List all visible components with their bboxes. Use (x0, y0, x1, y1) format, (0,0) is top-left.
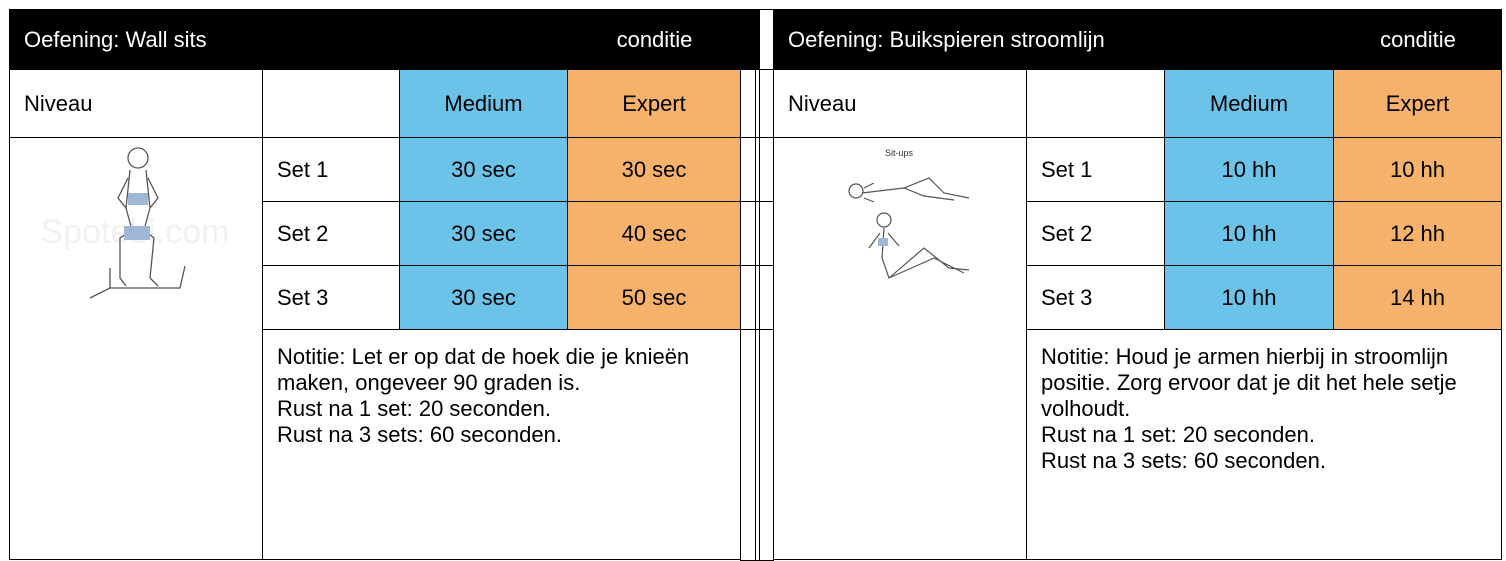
note-line: Rust na 3 sets: 60 seconden. (1041, 448, 1326, 473)
set-label: Set 3 (1026, 265, 1165, 330)
exercise-title: Oefening: Wall sits (10, 10, 568, 69)
expert-value: 50 sec (567, 265, 741, 330)
figure (127, 147, 149, 169)
header-row: Oefening: Wall sits conditie (9, 9, 760, 70)
image-label: Sit-ups (885, 148, 914, 158)
expert-value: 30 sec (567, 137, 741, 202)
illustration: Sit-ups (848, 148, 970, 280)
empty-cell (262, 69, 400, 138)
empty-cell (740, 69, 760, 138)
medium-value: 10 hh (1164, 265, 1334, 330)
expert-value: 14 hh (1333, 265, 1502, 330)
empty-cell (740, 137, 760, 202)
note-line: Rust na 3 sets: 60 seconden. (277, 422, 562, 447)
exercise-title: Oefening: Buikspieren stroomlijn (774, 10, 1334, 69)
set-label: Set 1 (1026, 137, 1165, 202)
note: Notitie: Let er op dat de hoek die je kn… (262, 329, 741, 560)
empty-cell (740, 329, 760, 561)
medium-value: 30 sec (399, 201, 568, 266)
level-medium: Medium (399, 69, 568, 138)
expert-value: 10 hh (1333, 137, 1502, 202)
medium-value: 30 sec (399, 137, 568, 202)
set-label: Set 3 (262, 265, 400, 330)
level-expert: Expert (567, 69, 741, 138)
medium-value: 10 hh (1164, 137, 1334, 202)
level-expert: Expert (1333, 69, 1502, 138)
empty-cell (1026, 69, 1165, 138)
figure (861, 177, 970, 203)
figure (876, 212, 892, 228)
figure (89, 169, 186, 299)
empty-cell (740, 265, 760, 330)
page: (() => { const data = JSON.parse(documen… (9, 9, 1502, 561)
medium-value: 30 sec (399, 265, 568, 330)
medium-value: 10 hh (1164, 201, 1334, 266)
set-label: Set 2 (1026, 201, 1165, 266)
figure (848, 183, 864, 199)
note-line: Notitie: Houd je armen hierbij in stroom… (1041, 344, 1457, 421)
expert-value: 40 sec (567, 201, 741, 266)
level-medium: Medium (1164, 69, 1334, 138)
set-label: Set 1 (262, 137, 400, 202)
note-line: Notitie: Let er op dat de hoek die je kn… (277, 344, 690, 395)
exercise-tag: conditie (1334, 10, 1501, 69)
figure-top (878, 238, 888, 246)
figure-top (128, 193, 148, 205)
exercise-tag: conditie (568, 10, 741, 69)
illustration: Spotebi.com (41, 147, 230, 299)
level-label: Niveau (9, 69, 263, 138)
level-label: Niveau (773, 69, 1027, 138)
note-line: Rust na 1 set: 20 seconden. (277, 396, 551, 421)
header-row: Oefening: Buikspieren stroomlijn conditie (773, 9, 1502, 70)
figure-shorts (124, 226, 150, 240)
expert-value: 12 hh (1333, 201, 1502, 266)
empty-cell (740, 201, 760, 266)
figure (868, 227, 970, 280)
note-line: Rust na 1 set: 20 seconden. (1041, 422, 1315, 447)
note: Notitie: Houd je armen hierbij in stroom… (1026, 329, 1502, 560)
exercise-image: Sit-ups (773, 137, 1027, 560)
set-label: Set 2 (262, 201, 400, 266)
exercise-image: Spotebi.com (9, 137, 263, 560)
